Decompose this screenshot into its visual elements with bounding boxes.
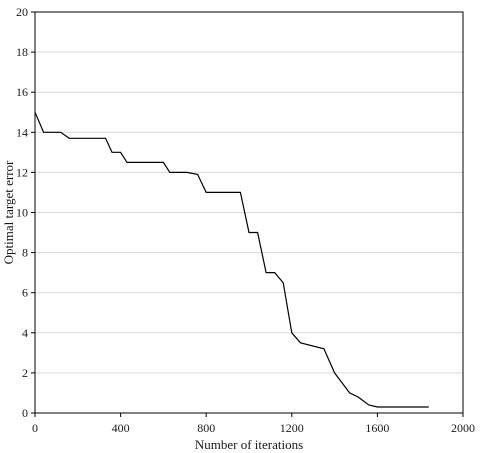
y-tick-label: 4 <box>22 326 28 340</box>
y-axis-title: Optimal target error <box>1 160 16 264</box>
axis-ticks: 0 2 4 6 8 10 12 14 16 18 20 0 400 800 1200 1600 2000 <box>16 5 475 435</box>
gridlines <box>35 51 463 374</box>
y-tick-label: 14 <box>16 125 28 139</box>
y-tick-label: 0 <box>22 406 28 420</box>
x-tick-label: 1200 <box>280 421 304 435</box>
y-tick-label: 10 <box>16 206 28 220</box>
y-tick-label: 12 <box>16 165 28 179</box>
y-tick-label: 8 <box>22 246 28 260</box>
series-line <box>34 112 429 408</box>
y-tick-label: 6 <box>22 286 28 300</box>
x-tick-label: 1600 <box>365 421 389 435</box>
x-tick-label: 2000 <box>451 421 475 435</box>
x-tick-label: 800 <box>197 421 215 435</box>
y-tick-label: 2 <box>22 366 28 380</box>
series-layer <box>34 112 429 408</box>
x-axis-title: Number of iterations <box>195 437 303 452</box>
y-tick-label: 18 <box>16 45 28 59</box>
y-tick-label: 20 <box>16 5 28 19</box>
y-tick-label: 16 <box>16 85 28 99</box>
x-tick-label: 0 <box>32 421 38 435</box>
x-tick-label: 400 <box>112 421 130 435</box>
